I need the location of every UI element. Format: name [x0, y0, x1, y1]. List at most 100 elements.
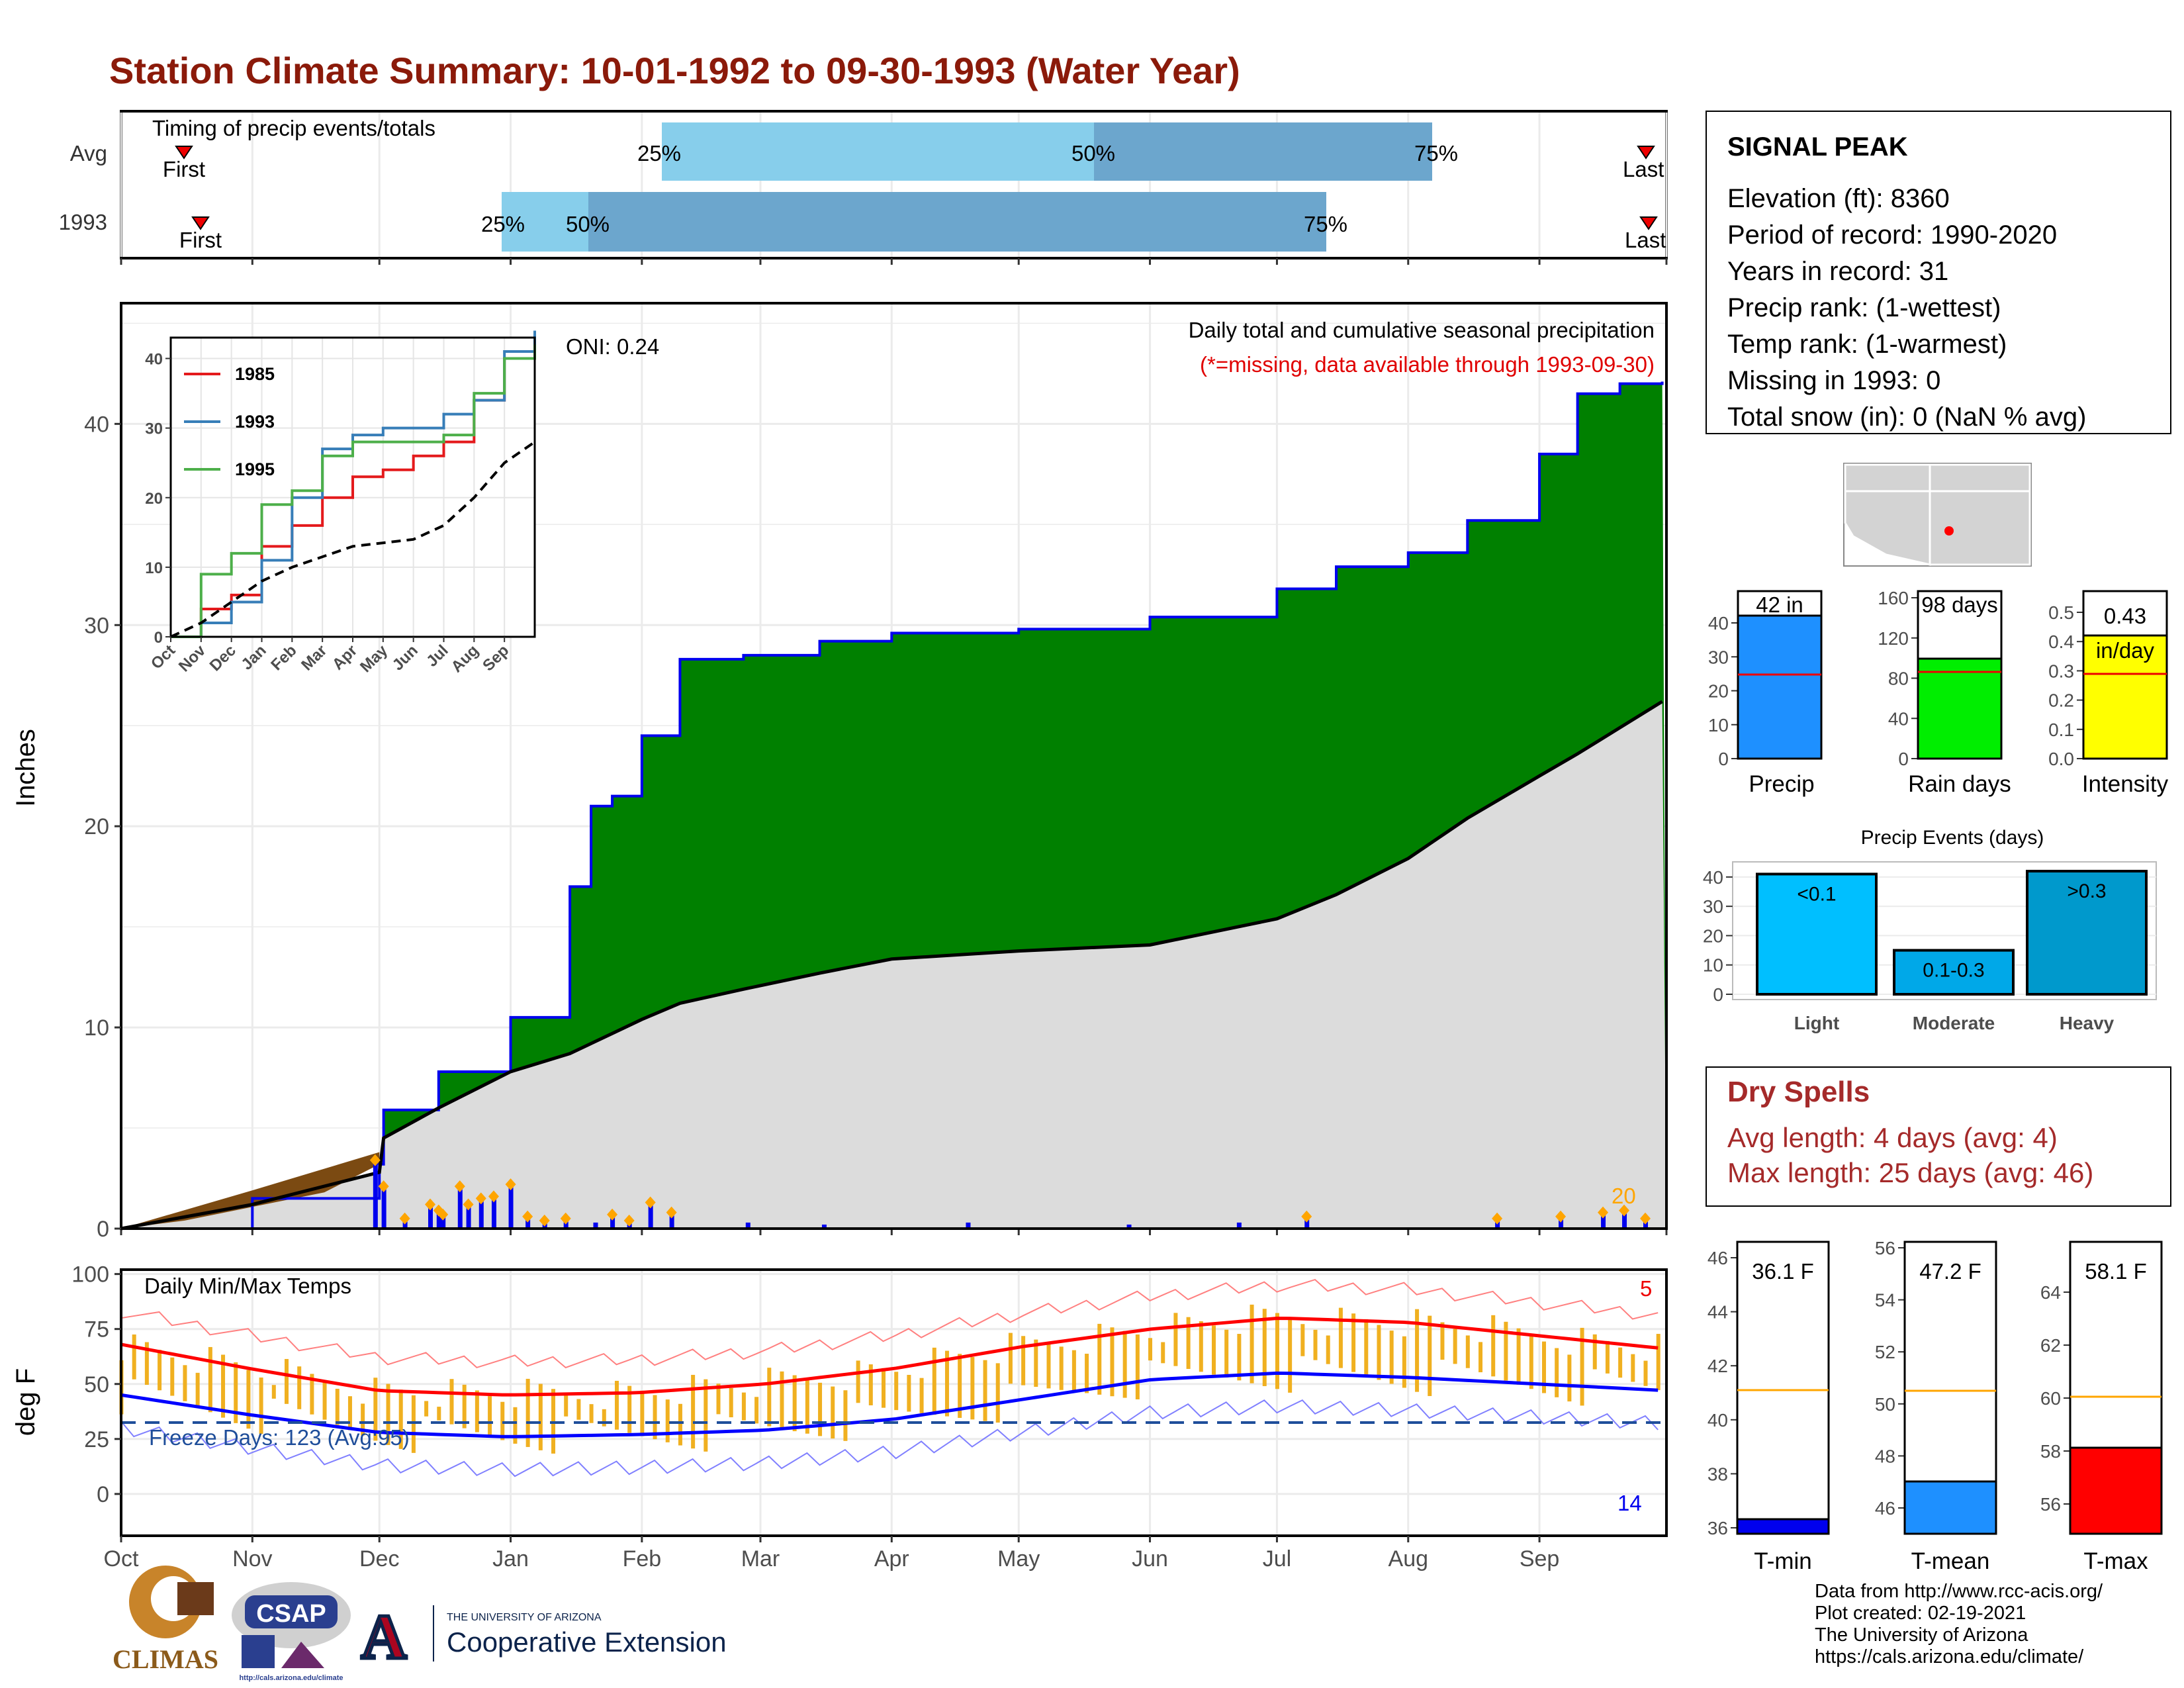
page-title: Station Climate Summary: 10-01-1992 to 0… [109, 50, 1240, 91]
timing-avg-p50: 50% [1071, 141, 1115, 165]
precip-ytick: 20 [84, 814, 109, 839]
tmin-value: 36.1 F [1752, 1259, 1814, 1284]
temp-range-bar [1338, 1307, 1343, 1368]
temp-range-bar [1643, 1360, 1648, 1386]
month-label: Mar [741, 1546, 780, 1571]
temp-range-bar [995, 1363, 1000, 1423]
temp-range-bar [1428, 1315, 1432, 1396]
temp-range-bar [488, 1396, 492, 1436]
inset-line-1995 [171, 344, 536, 638]
axis-tick: 20 [1708, 681, 1729, 702]
daily-temp-range-bars [119, 1304, 1661, 1454]
temp-range-bar [386, 1383, 390, 1445]
precip-events-chart: Precip Events (days) <0.1 0.1-0.3 >0.3 0 10… [1703, 827, 2157, 1033]
event-marker [425, 1198, 435, 1211]
temp-range-bar [1224, 1329, 1229, 1378]
temp-range-bar [970, 1356, 975, 1420]
axis-tick: 0 [1718, 749, 1729, 769]
credit-line: https://cals.arizona.edu/climate/ [1815, 1646, 2084, 1667]
timing-1993-p50: 50% [566, 212, 610, 236]
temp-range-bar [1085, 1354, 1089, 1393]
temp-range-bar [1275, 1313, 1279, 1389]
event-marker [369, 1154, 381, 1166]
daily-precip-bar [381, 1186, 387, 1229]
event-marker [475, 1192, 486, 1205]
timing-1993-bar-light [502, 192, 588, 252]
event-marker [399, 1212, 410, 1225]
axis-tick: 0.5 [2048, 602, 2074, 623]
precip-ytick: 40 [84, 412, 109, 437]
tmin-bar [1736, 1518, 1830, 1535]
temp-range-bar [221, 1354, 226, 1418]
temp-range-bar [614, 1380, 619, 1430]
record-max-line [120, 1278, 1659, 1369]
rain-days-label: Rain days [1908, 771, 2011, 797]
event-bar-moderate [1893, 949, 2015, 996]
event-marker [1301, 1210, 1312, 1223]
timing-panel: Timing of precip events/totals Avg 1993 … [59, 110, 1668, 265]
axis-tick: 40 [1888, 708, 1909, 729]
temp-range-bar [665, 1399, 670, 1442]
temp-range-bar [1288, 1318, 1293, 1393]
daily-precip-bar [966, 1222, 971, 1229]
freeze-days: Freeze Days: 123 (Avg:95) [149, 1425, 410, 1450]
timing-row-1993: 1993 [59, 210, 107, 234]
daily-precip-bar [1559, 1216, 1564, 1229]
month-label: Jul [1263, 1546, 1291, 1571]
rain-days-bar [1917, 657, 2003, 760]
temp-range-bar [1656, 1334, 1661, 1391]
temp-range-bar [1605, 1340, 1610, 1374]
temp-range-bar [475, 1390, 479, 1432]
axis-tick: 0.3 [2048, 661, 2074, 681]
ua-extension: Cooperative Extension [447, 1626, 727, 1658]
axis-tick: 80 [1888, 669, 1909, 689]
axis-tick: 44 [1707, 1302, 1728, 1323]
daily-precip-bar [428, 1204, 433, 1229]
station-line: Total snow (in): 0 (NaN % avg) [1727, 402, 2086, 432]
timing-avg-bar-dark [1094, 122, 1432, 181]
temp-range-bar [602, 1409, 606, 1427]
intensity-chart: 0.0 0.1 0.2 0.3 0.4 0.5 0.43 in/day Intensity [2048, 590, 2169, 797]
daily-precip-bar [1126, 1224, 1132, 1229]
event-marker [454, 1180, 465, 1193]
precip-ytick: 30 [84, 613, 109, 638]
temp-range-bar [1326, 1335, 1330, 1364]
station-line: Years in record: 31 [1727, 257, 1948, 286]
temp-range-bar [411, 1395, 416, 1453]
temp-ytick: 50 [84, 1372, 109, 1397]
daily-precip-bar [1601, 1212, 1606, 1229]
temp-ytick: 100 [71, 1262, 109, 1288]
events-ytick: 30 [1703, 896, 1723, 917]
event-marker [666, 1206, 677, 1219]
min-count: 14 [1617, 1491, 1642, 1515]
temp-range-bar [1479, 1342, 1483, 1373]
temp-range-bar [729, 1387, 733, 1418]
timing-1993-last: Last [1625, 228, 1666, 252]
dry-title: Dry Spells [1727, 1076, 1870, 1108]
daily-precip-bar [508, 1184, 514, 1229]
temp-range-bar [1313, 1329, 1318, 1360]
temp-range-bar [424, 1401, 429, 1417]
daily-precip-bar [821, 1224, 827, 1229]
daily-precip-bar [436, 1210, 441, 1229]
below-average-area [121, 1152, 380, 1229]
events-category: Heavy [2060, 1013, 2115, 1033]
temp-range-bar [500, 1401, 505, 1440]
csap-logo: CSAP http://cals.arizona.edu/climate [232, 1582, 351, 1682]
timing-1993-first: First [179, 228, 222, 252]
daily-precip-bar [441, 1214, 446, 1229]
temp-range-bar [792, 1375, 797, 1432]
tmax-chart: 56 58 60 62 64 58.1 F T-max [2040, 1241, 2163, 1574]
temp-panel: 0 25 50 75 100 Oct Nov Dec Jan Feb Mar Apr May Jun Ju… [11, 1262, 1668, 1571]
axis-tick: 40 [1708, 613, 1729, 633]
precip-total-chart: 0 10 20 30 40 42 in Precip [1708, 590, 1823, 797]
temp-range-bar [1504, 1321, 1508, 1381]
daily-precip-bar [373, 1160, 378, 1229]
temp-range-bar [919, 1378, 924, 1413]
temp-range-bar [1135, 1334, 1140, 1399]
events-ytick: 10 [1703, 955, 1723, 976]
temp-range-bar [944, 1350, 949, 1417]
average-precip-area [121, 701, 1666, 1229]
legend-1985: 1985 [235, 364, 275, 384]
temp-range-bar [767, 1368, 772, 1427]
